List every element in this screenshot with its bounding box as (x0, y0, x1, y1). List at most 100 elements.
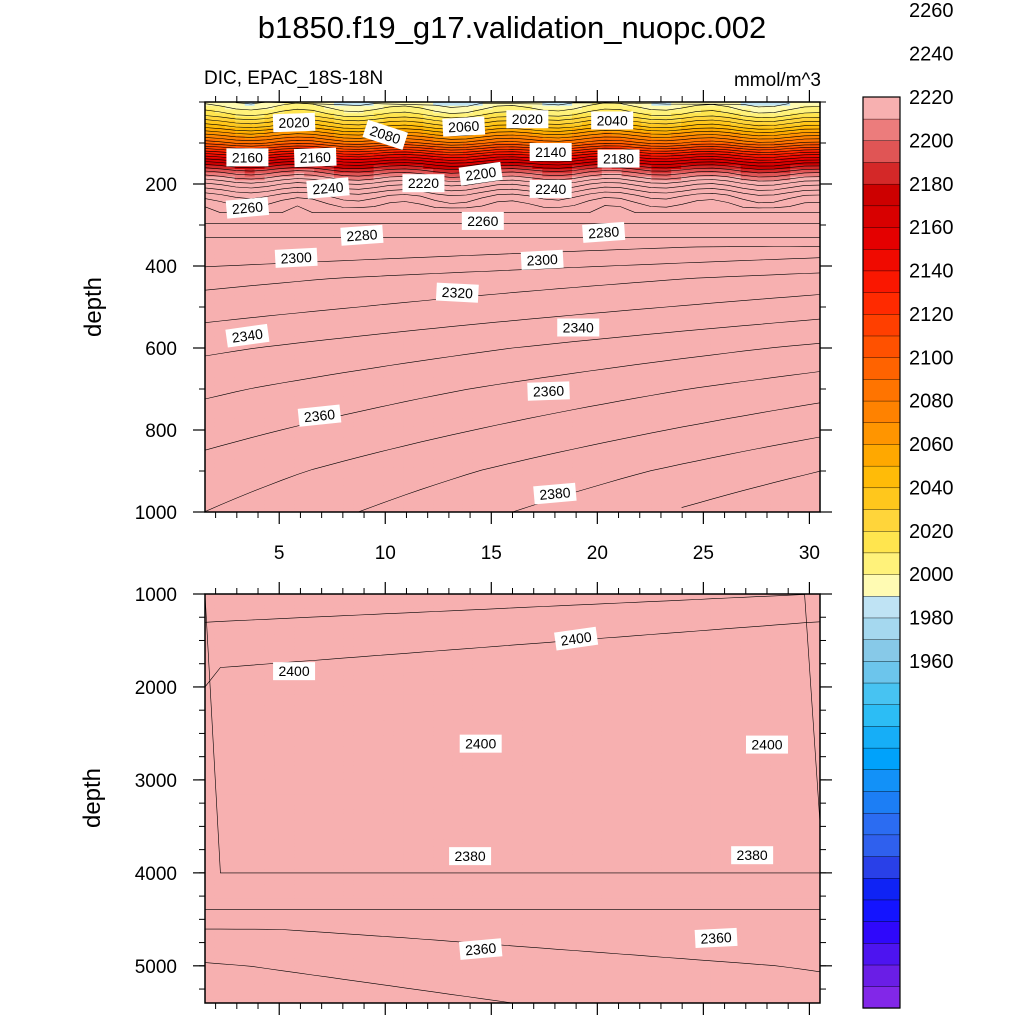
contour-cell (700, 187, 712, 193)
contour-cell (294, 318, 305, 323)
contour-cell (532, 303, 543, 308)
contour-cell (443, 377, 454, 383)
contour-cell (234, 124, 246, 129)
contour-cell (611, 269, 623, 275)
contour-cell (234, 366, 246, 371)
contour-cell (651, 307, 662, 312)
contour-cell (800, 251, 811, 256)
contour-cell (502, 288, 514, 293)
contour-cell (224, 288, 236, 293)
contour-cell (264, 366, 276, 371)
contour-cell (254, 374, 266, 379)
contour-cell (750, 374, 762, 379)
contour-cell (314, 329, 325, 334)
contour-cell (631, 254, 643, 260)
contour-cell (512, 165, 524, 170)
contour-cell (681, 258, 692, 263)
contour-cell (750, 191, 762, 196)
contour-cell (581, 213, 593, 219)
contour-cell (423, 251, 434, 256)
contour-cell (740, 254, 752, 260)
contour-cell (740, 266, 752, 271)
contour-cell (641, 273, 652, 278)
contour-cell (423, 307, 434, 312)
contour-cell (343, 288, 355, 293)
contour-cell (512, 273, 524, 278)
contour-cell (205, 176, 216, 181)
contour-cell (324, 344, 335, 349)
contour-cell (651, 102, 662, 107)
contour-cell (304, 232, 315, 237)
contour-cell (562, 277, 573, 282)
contour-cell (700, 124, 712, 129)
contour-cell (800, 303, 811, 308)
contour-cell (324, 165, 335, 170)
contour-cell (810, 124, 820, 129)
contour-cell (294, 389, 305, 394)
contour-cell (423, 266, 434, 271)
contour-cell (373, 254, 385, 260)
contour-cell (423, 157, 434, 163)
contour-cell (512, 325, 524, 330)
contour-cell (591, 184, 603, 189)
contour-cell (333, 228, 345, 234)
contour-cell (284, 307, 295, 312)
contour-cell (681, 195, 692, 200)
contour-cell (462, 154, 474, 159)
contour-cell (691, 165, 702, 170)
contour-cell (363, 187, 375, 193)
contour-cell (433, 396, 444, 401)
contour-cell (205, 355, 216, 360)
contour-cell (740, 284, 752, 289)
contour-cell (214, 299, 226, 304)
contour-cell (304, 333, 315, 338)
contour-cell (423, 206, 434, 211)
contour-cell (730, 266, 742, 271)
contour-cell (264, 202, 276, 207)
contour-cell (700, 143, 712, 148)
contour-cell (492, 329, 504, 334)
contour-cell (621, 176, 633, 181)
contour-cell (681, 217, 692, 222)
contour-cell (274, 172, 285, 178)
contour-cell (403, 213, 414, 219)
contour-cell (572, 187, 583, 193)
contour-cell (760, 292, 771, 297)
contour-cell (631, 105, 643, 111)
contour-cell (423, 355, 434, 360)
contour-cell (552, 377, 563, 383)
contour-cell (651, 254, 662, 260)
contour-cell (641, 135, 652, 140)
contour-cell (462, 135, 474, 140)
contour-cell (810, 105, 820, 111)
contour-cell (532, 225, 543, 230)
contour-cell (601, 102, 613, 107)
contour-cell (502, 325, 514, 330)
contour-cell (810, 131, 820, 137)
contour-cell (780, 113, 791, 118)
contour-cell (790, 262, 801, 267)
contour-cell (740, 187, 752, 193)
contour-cell (621, 377, 633, 383)
contour-cell (462, 307, 474, 312)
contour-cell (512, 310, 524, 316)
contour-cell (581, 348, 593, 353)
contour-cell (353, 105, 365, 111)
contour-cell (383, 359, 395, 364)
contour-cell (730, 333, 742, 338)
contour-cell (542, 239, 553, 245)
contour-cell (373, 172, 385, 178)
contour-cell (591, 370, 603, 375)
contour-cell (373, 389, 385, 394)
contour-cell (423, 366, 434, 371)
contour-cell (740, 329, 752, 334)
contour-cell (710, 348, 722, 353)
contour-cell (393, 154, 404, 159)
contour-cell (591, 161, 603, 166)
contour-cell (413, 213, 424, 219)
contour-cell (651, 128, 662, 133)
contour-cell (760, 146, 771, 152)
contour-cell (205, 266, 216, 271)
contour-cell (314, 351, 325, 357)
contour-cell (700, 351, 712, 357)
